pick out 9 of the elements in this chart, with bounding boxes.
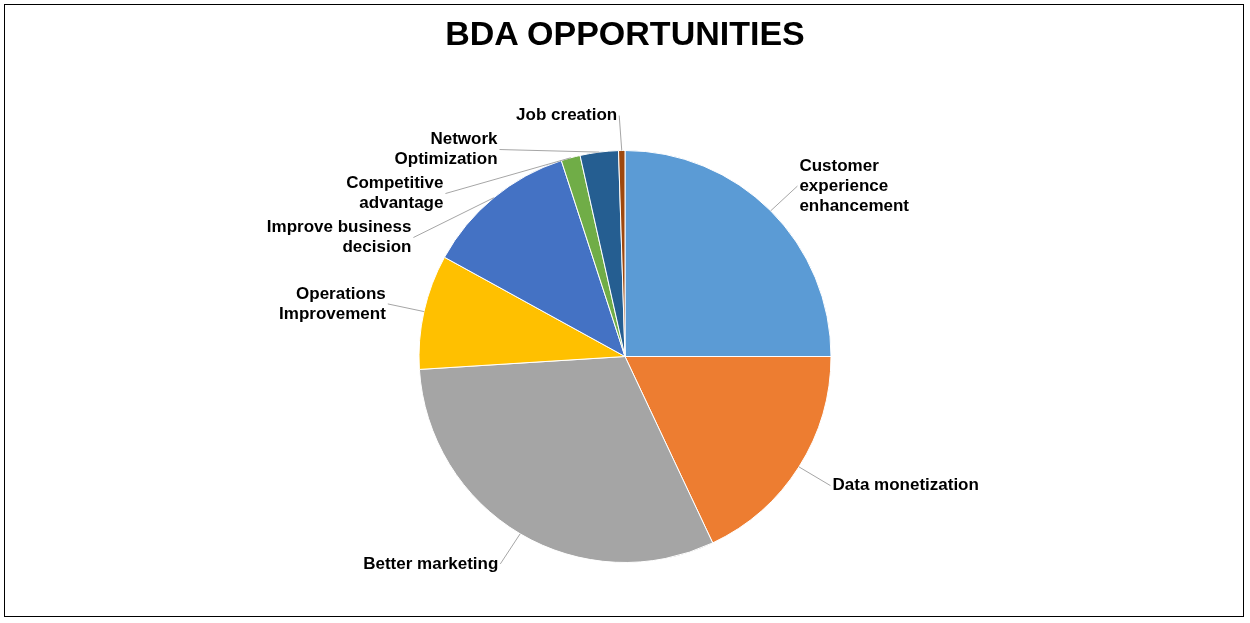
slice-label: Customer experience enhancement <box>799 155 910 215</box>
slice-label: Job creation <box>516 105 618 125</box>
chart-title: BDA OPPORTUNITIES <box>444 14 806 53</box>
slice-label: Data monetization <box>832 475 979 495</box>
slice-label: Network Optimization <box>394 129 499 169</box>
slice-label: Operations Improvement <box>279 283 387 323</box>
slice-label: Improve business decision <box>266 217 412 257</box>
slice-label: Competitive advantage <box>346 173 444 213</box>
slice-label: Better marketing <box>363 553 499 573</box>
